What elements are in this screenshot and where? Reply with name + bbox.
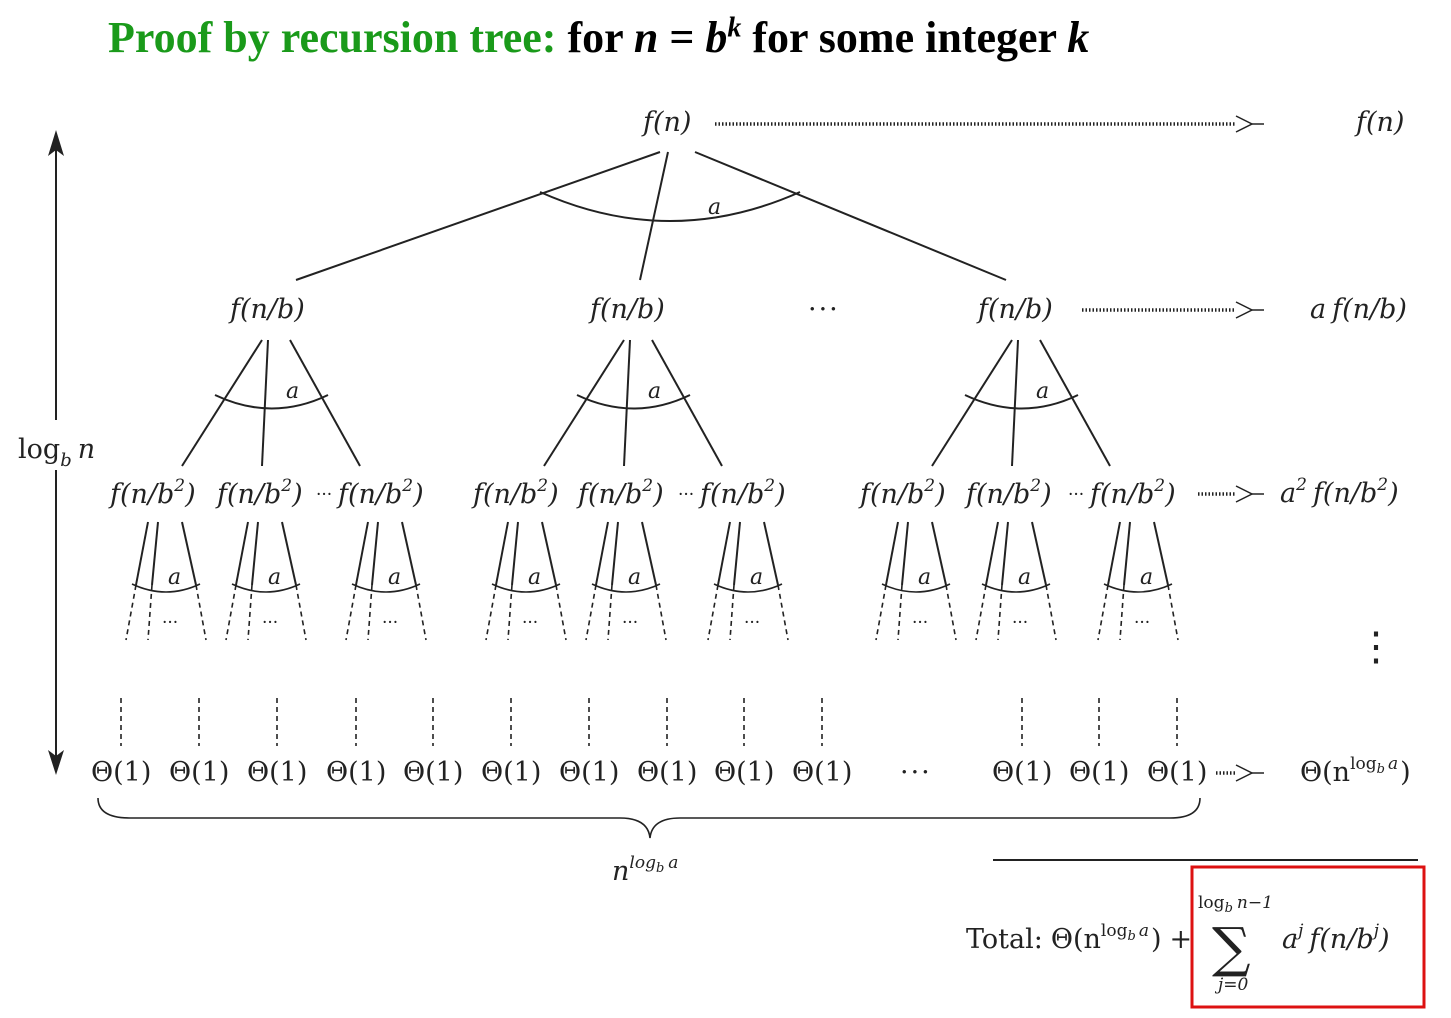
cost-level1: a f(n/b) [1310,294,1407,325]
cost-level2: a2 f(n/b2) [1280,475,1399,509]
level1-node-3: f(n/b) [976,294,1053,325]
level2-node-3: f(n/b2) [336,476,424,510]
title-green: Proof by recursion tree: [108,13,557,62]
sum-lower-limit: j=0 [1214,975,1249,995]
leaves-count: nlogb a [612,853,678,887]
level3-fan-7: a ··· [875,521,957,641]
level1-ellipsis: ··· [808,294,840,325]
level1-branch-label: a [286,379,299,404]
level3-ellipsis: ··· [744,613,760,633]
level3-fan-4: a ··· [485,521,567,641]
level3-ellipsis: ··· [1134,613,1150,633]
level3-ellipsis: ··· [382,613,398,633]
leaf-stems [120,698,1178,746]
cost-leaves: Θ(nlogb a) [1300,754,1411,788]
leaf-node-6: Θ(1) [481,757,541,788]
leaf-node-7: Θ(1) [559,757,619,788]
leaf-node-1: Θ(1) [91,757,151,788]
level1-branch-label: a [1036,379,1049,404]
level3-ellipsis: ··· [622,613,638,633]
l2-ellipsis-1: ··· [316,485,332,505]
level3-ellipsis: ··· [262,613,278,633]
level3-fan-2: a ··· [225,521,307,641]
title-rest: for n = bk for some integer k [567,12,1090,62]
level3-ellipsis: ··· [912,613,928,633]
level2-node-9: f(n/b2) [1088,476,1176,510]
level3-fan-9: a ··· [1097,521,1179,641]
level3-branch-label: a [1018,565,1031,590]
level3-branch-label: a [268,565,281,590]
level3-branch-label: a [628,565,641,590]
level3-branch-label: a [388,565,401,590]
level3-branch-label: a [528,565,541,590]
leaf-node-8: Θ(1) [637,757,697,788]
slide-title: Proof by recursion tree: for n = bk for … [108,12,1089,63]
level2-node-8: f(n/b2) [964,476,1052,510]
level2-nodes: f(n/b2) f(n/b2) f(n/b2) f(n/b2) f(n/b2) f(n/b… [108,476,1176,510]
level2-node-5: f(n/b2) [576,476,664,510]
leaf-node-4: Θ(1) [326,757,386,788]
leaf-node-12: Θ(1) [1069,757,1129,788]
leaf-node-5: Θ(1) [403,757,463,788]
root-edges [295,151,1007,281]
height-arrow [48,130,64,775]
leaf-row: Θ(1) Θ(1) Θ(1) Θ(1) Θ(1) Θ(1) Θ(1) Θ(1) Θ(1) Θ(1)… [91,757,1207,788]
level1-node-1: f(n/b) [228,294,305,325]
level2-node-2: f(n/b2) [215,476,303,510]
height-label: logb n [18,434,95,471]
level3-branch-label: a [750,565,763,590]
leaf-node-3: Θ(1) [247,757,307,788]
l2-ellipsis-3: ··· [1068,485,1084,505]
leaf-node-10: Θ(1) [792,757,852,788]
sum-sigma: ∑ [1212,916,1251,979]
sum-highlight-box [1190,865,1426,1009]
level3-ellipsis: ··· [162,613,178,633]
level3-fans: a ··· a ··· a ··· a ··· a ··· a ··· a ··· a ··· a ··· [125,521,1179,641]
level2-node-1: f(n/b2) [108,476,196,510]
level3-fan-1: a ··· [125,521,207,641]
root-branch-label: a [708,195,721,220]
level2-node-6: f(n/b2) [698,476,786,510]
level3-ellipsis: ··· [522,613,538,633]
level3-ellipsis: ··· [1012,613,1028,633]
level1-node-2: f(n/b) [588,294,665,325]
level1-fan-2: a [543,339,723,467]
level2-node-4: f(n/b2) [471,476,559,510]
level3-branch-label: a [918,565,931,590]
level3-fan-6: a ··· [707,521,789,641]
leaf-node-9: Θ(1) [714,757,774,788]
leaf-node-13: Θ(1) [1147,757,1207,788]
sum-upper-limit: logb n−1 [1198,893,1273,916]
cost-vdots: ⋮ [1356,624,1396,670]
level3-fan-3: a ··· [345,521,427,641]
level3-branch-label: a [168,565,181,590]
level3-fan-5: a ··· [585,521,667,641]
total-label: Total: Θ(nlogb a) + [966,921,1192,955]
level3-branch-label: a [1140,565,1153,590]
level1-fan-3: a [931,339,1111,467]
level2-node-7: f(n/b2) [858,476,946,510]
leaf-ellipsis: ··· [900,757,932,788]
level3-fan-8: a ··· [975,521,1057,641]
cost-arrows [715,115,1264,782]
level1-fan-1: a [181,339,361,467]
leaf-brace [97,797,1201,839]
sum-term: aj f(n/bj) [1282,921,1390,955]
l2-ellipsis-2: ··· [678,485,694,505]
cost-level0: f(n) [1354,107,1404,138]
level1-branch-label: a [648,379,661,404]
root-node: f(n) [641,107,691,138]
leaf-node-11: Θ(1) [992,757,1052,788]
leaf-node-2: Θ(1) [169,757,229,788]
